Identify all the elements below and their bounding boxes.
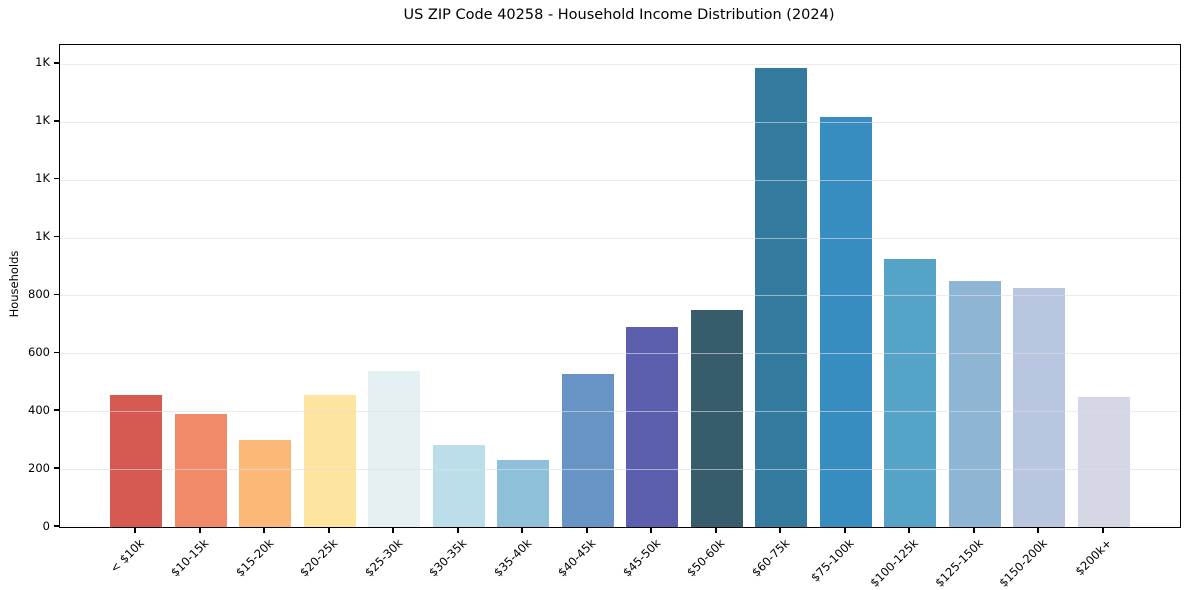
gridline bbox=[60, 121, 1180, 123]
bars-layer bbox=[60, 45, 1180, 527]
bar bbox=[497, 460, 550, 527]
y-tick-label: 800 bbox=[28, 286, 50, 301]
grid-layer bbox=[60, 45, 1180, 527]
x-tick-mark bbox=[1037, 528, 1040, 533]
y-tick-mark bbox=[54, 525, 59, 527]
y-tick-label: 600 bbox=[28, 344, 50, 359]
bar bbox=[561, 373, 614, 527]
x-tick-mark bbox=[972, 528, 975, 533]
x-tick-label: $30-35k bbox=[426, 536, 470, 580]
x-tick-mark bbox=[908, 528, 911, 533]
y-tick-mark bbox=[54, 119, 59, 122]
y-tick-label: 200 bbox=[28, 460, 50, 475]
bar bbox=[1077, 396, 1130, 527]
bar bbox=[626, 327, 679, 527]
x-tick-mark bbox=[714, 528, 717, 533]
x-tick-label: $100-125k bbox=[867, 536, 922, 590]
bar bbox=[819, 117, 872, 527]
x-tick-label: $40-45k bbox=[555, 536, 599, 580]
y-tick-label: 0 bbox=[42, 518, 50, 533]
gridline bbox=[60, 179, 1180, 181]
gridline bbox=[60, 63, 1180, 65]
y-tick-mark bbox=[54, 235, 59, 238]
x-tick-mark bbox=[843, 528, 846, 533]
y-tick-mark bbox=[54, 351, 59, 354]
x-tick-label: $75-100k bbox=[808, 536, 857, 585]
gridline bbox=[60, 411, 1180, 413]
x-tick-mark bbox=[650, 528, 653, 533]
x-tick-label: $35-40k bbox=[490, 536, 535, 580]
x-tick-mark bbox=[198, 528, 201, 533]
bar bbox=[690, 309, 743, 527]
x-tick-label: $10-15k bbox=[168, 536, 212, 580]
gridline bbox=[60, 469, 1180, 471]
y-tick-label: 400 bbox=[28, 402, 50, 417]
y-tick-mark bbox=[54, 62, 59, 64]
bar bbox=[948, 280, 1001, 527]
x-tick-label: < $10k bbox=[107, 536, 148, 576]
bar bbox=[884, 259, 937, 527]
x-tick-label: $20-25k bbox=[297, 536, 341, 580]
x-tick-label: $25-30k bbox=[361, 536, 406, 580]
x-tick-mark bbox=[779, 528, 782, 533]
x-tick-mark bbox=[263, 528, 266, 533]
bar bbox=[110, 395, 163, 527]
x-tick-label: $150-200k bbox=[996, 536, 1051, 590]
x-tick-label: $15-20k bbox=[232, 536, 277, 580]
x-tick-label: $200k+ bbox=[1072, 536, 1115, 579]
x-tick-mark bbox=[327, 528, 330, 533]
bar bbox=[303, 395, 356, 527]
y-tick-label: 1K bbox=[35, 113, 50, 128]
gridline bbox=[60, 237, 1180, 239]
bar bbox=[432, 444, 485, 527]
bar bbox=[1013, 288, 1066, 527]
x-tick-mark bbox=[456, 528, 459, 533]
chart-title: US ZIP Code 40258 - Household Income Dis… bbox=[403, 7, 835, 23]
y-axis-label: Households bbox=[7, 250, 21, 318]
y-tick-mark bbox=[54, 467, 59, 469]
x-tick-mark bbox=[1101, 528, 1104, 533]
y-tick-mark bbox=[54, 409, 59, 411]
y-tick-label: 1K bbox=[35, 55, 50, 70]
bar bbox=[239, 440, 292, 527]
gridline bbox=[60, 353, 1180, 355]
x-tick-mark bbox=[134, 528, 137, 533]
x-tick-mark bbox=[392, 528, 395, 533]
x-tick-mark bbox=[585, 528, 588, 533]
plot-area bbox=[59, 44, 1181, 528]
x-tick-label: $60-75k bbox=[748, 536, 793, 580]
x-tick-label: $125-150k bbox=[931, 536, 986, 590]
y-tick-label: 1K bbox=[35, 229, 50, 243]
x-tick-mark bbox=[521, 528, 524, 533]
x-tick-label: $45-50k bbox=[619, 536, 664, 580]
y-tick-mark bbox=[54, 293, 59, 296]
y-tick-label: 1K bbox=[35, 171, 50, 186]
x-tick-label: $50-60k bbox=[684, 536, 728, 580]
bar bbox=[368, 370, 421, 527]
bar bbox=[174, 414, 227, 527]
bar bbox=[755, 68, 808, 527]
y-tick-mark bbox=[54, 177, 59, 180]
gridline bbox=[60, 295, 1180, 297]
